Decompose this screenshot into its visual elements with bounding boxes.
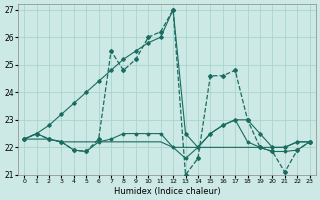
X-axis label: Humidex (Indice chaleur): Humidex (Indice chaleur) xyxy=(114,187,220,196)
